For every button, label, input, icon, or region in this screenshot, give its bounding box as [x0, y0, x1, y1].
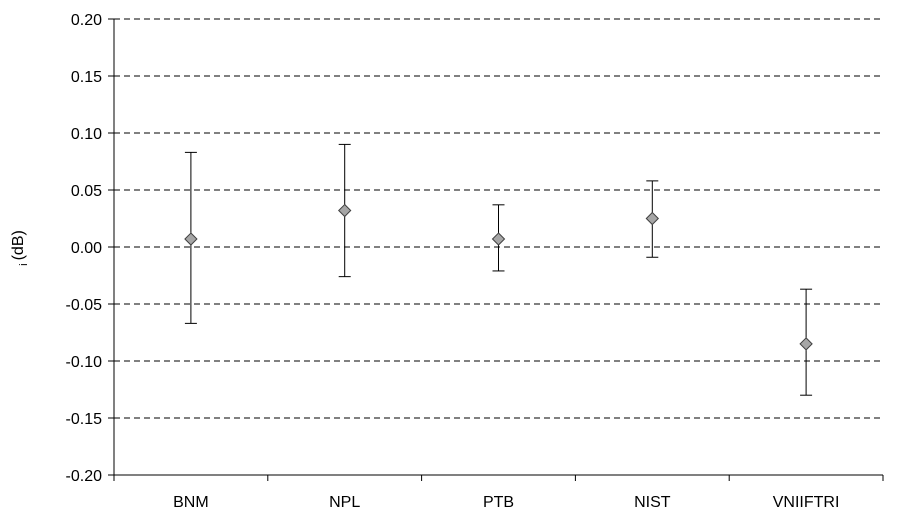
- data-point-group: [337, 143, 352, 278]
- data-points: [184, 143, 813, 396]
- category-label: NIST: [634, 494, 671, 511]
- data-point-group: [799, 288, 813, 396]
- axes: [108, 18, 884, 481]
- category-label: VNIIFTRI: [773, 494, 840, 511]
- data-point-marker: [799, 337, 813, 351]
- y-tick-label: 0.10: [71, 126, 102, 143]
- y-tick-label: 0.00: [71, 240, 102, 257]
- y-tick-labels: 0.20 0.15 0.10 0.05 0.00 -0.05 -0.10 -0.15 -0.20: [66, 12, 103, 485]
- category-label: PTB: [483, 494, 514, 511]
- data-point-group: [491, 204, 506, 272]
- data-point-marker: [491, 232, 506, 246]
- y-tick-label: -0.10: [66, 354, 103, 371]
- category-label: NPL: [329, 494, 360, 511]
- y-axis-label: (dB): [10, 230, 27, 260]
- y-tick-label: -0.20: [66, 468, 103, 485]
- data-point-group: [645, 180, 660, 258]
- y-axis-title: i (dB): [10, 230, 30, 266]
- category-labels: BNM NPL PTB NIST VNIIFTRI: [173, 494, 839, 511]
- y-tick-label: 0.20: [71, 12, 102, 29]
- gridlines: [114, 18, 883, 419]
- data-point-group: [184, 151, 198, 324]
- y-tick-label: 0.05: [71, 183, 102, 200]
- y-tick-label: -0.05: [66, 297, 103, 314]
- y-tick-label: -0.15: [66, 411, 103, 428]
- y-axis-subscript: i: [18, 263, 30, 265]
- y-tick-label: 0.15: [71, 69, 102, 86]
- data-point-marker: [645, 211, 660, 226]
- category-label: BNM: [173, 494, 209, 511]
- data-point-marker: [184, 232, 198, 246]
- data-point-marker: [337, 203, 352, 218]
